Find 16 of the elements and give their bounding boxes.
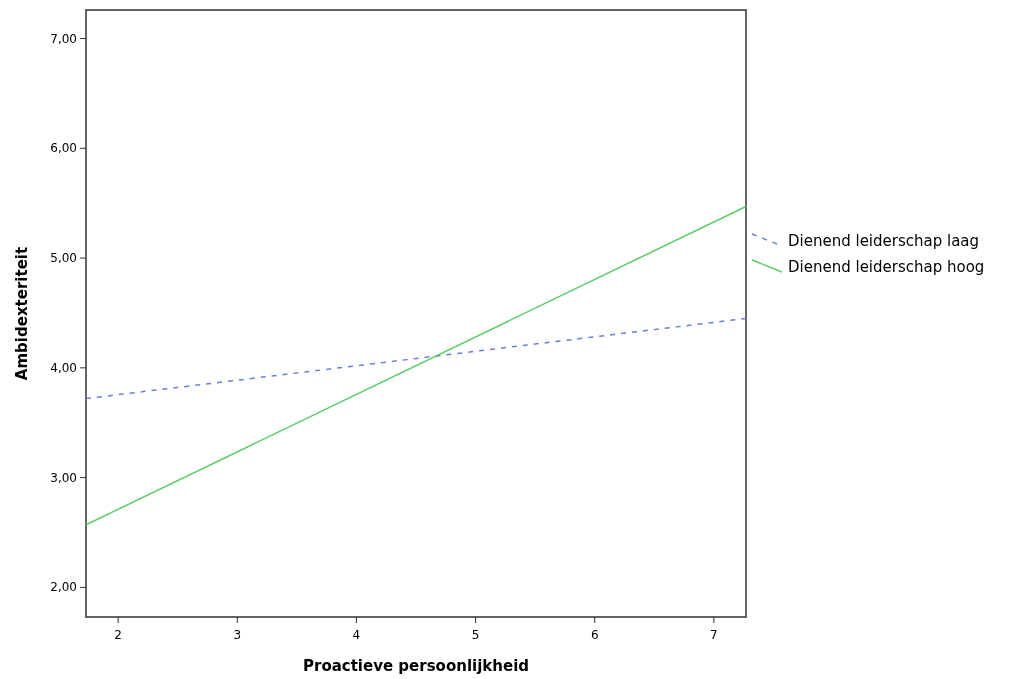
y-tick-label: 7,00 (50, 31, 77, 46)
legend-label: Dienend leiderschap laag (788, 232, 980, 250)
x-tick-label: 5 (471, 628, 480, 642)
x-tick-label: 6 (590, 628, 599, 642)
x-tick-label: 4 (352, 628, 361, 642)
x-tick-label: 3 (233, 628, 242, 642)
y-tick-label: 6,00 (50, 141, 77, 156)
y-axis-title: Ambidexteriteit (13, 246, 31, 381)
x-tick-label: 7 (710, 628, 718, 642)
y-tick-label: 5,00 (50, 251, 77, 266)
y-tick-label: 3,00 (50, 470, 77, 485)
x-tick-label: 2 (114, 628, 122, 642)
y-tick-label: 4,00 (50, 360, 77, 375)
legend-label: Dienend leiderschap hoog (788, 258, 985, 276)
x-axis-title: Proactieve persoonlijkheid (302, 657, 530, 675)
y-tick-label: 2,00 (50, 580, 77, 595)
